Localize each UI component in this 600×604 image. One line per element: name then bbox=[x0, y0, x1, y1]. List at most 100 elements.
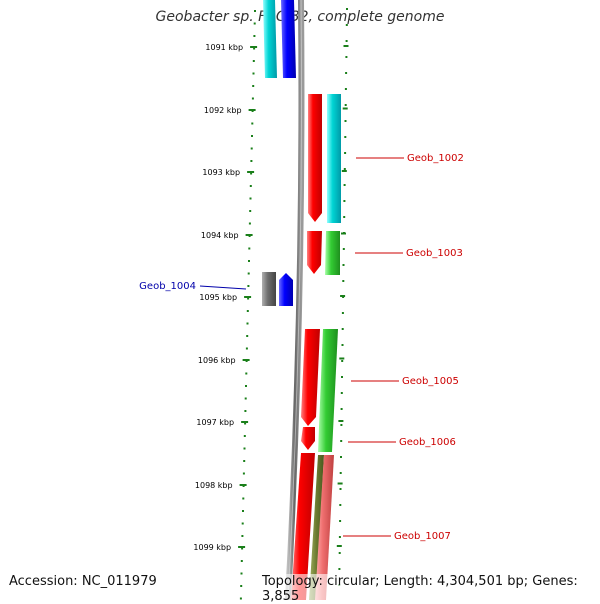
ruler-dot bbox=[241, 547, 244, 550]
gene-feature-green-1005[interactable] bbox=[318, 329, 338, 452]
gene-feature-red-1003[interactable] bbox=[307, 231, 322, 274]
gene-labels: Geob_1002 Geob_1003 Geob_1004 Geob_1005 Geob… bbox=[139, 153, 464, 542]
gene-feature-red-lower[interactable] bbox=[291, 453, 315, 600]
ruler-dot bbox=[345, 72, 348, 74]
ruler-dot bbox=[249, 210, 252, 212]
ruler-dot bbox=[247, 272, 250, 275]
ruler-dot bbox=[344, 120, 347, 122]
ruler-dot bbox=[341, 360, 344, 362]
ruler-dot bbox=[250, 172, 253, 175]
ruler-major-tick bbox=[336, 545, 342, 547]
ruler-dot bbox=[253, 22, 256, 25]
kbp-tick-label: 1097 kbp bbox=[196, 418, 234, 427]
ruler-dot bbox=[344, 104, 347, 106]
ruler-dot bbox=[250, 160, 253, 162]
ruler-dot bbox=[344, 152, 347, 154]
gene-feature-red-1006[interactable] bbox=[301, 427, 315, 450]
ruler-dot bbox=[240, 585, 243, 587]
ruler-dot bbox=[251, 97, 254, 100]
ruler-dot bbox=[247, 297, 250, 300]
ruler-dot bbox=[247, 285, 250, 287]
ruler-dot bbox=[341, 312, 344, 314]
ruler-dot bbox=[241, 535, 244, 537]
kbp-tick-label: 1093 kbp bbox=[202, 168, 240, 177]
ruler-dot bbox=[243, 435, 246, 437]
ruler-dot bbox=[340, 408, 343, 410]
ruler-dot bbox=[252, 72, 255, 75]
gene-label[interactable]: Geob_1005 bbox=[402, 376, 459, 387]
ruler-dot bbox=[340, 440, 343, 442]
ruler-dot bbox=[338, 552, 341, 554]
gene-feature-blue-top[interactable] bbox=[281, 0, 296, 78]
kbp-tick-mark bbox=[250, 46, 258, 48]
ruler-dot bbox=[244, 397, 247, 400]
ruler-dot bbox=[344, 88, 347, 90]
gene-label-leader bbox=[199, 285, 247, 290]
kbp-tick-mark bbox=[247, 171, 255, 173]
gene-feature-cyan-top[interactable] bbox=[263, 0, 277, 78]
kbp-tick-label: 1098 kbp bbox=[195, 481, 233, 490]
ruler-dot bbox=[342, 280, 345, 282]
ruler-dot bbox=[240, 572, 243, 575]
ruler-dot bbox=[240, 560, 243, 562]
ruler-dot bbox=[242, 510, 244, 512]
ruler-dot bbox=[346, 8, 348, 10]
inner-ruler bbox=[239, 10, 256, 600]
ruler-major-tick bbox=[342, 107, 348, 110]
kbp-tick-label: 1094 kbp bbox=[201, 231, 239, 240]
gene-feature-red-1002[interactable] bbox=[308, 94, 322, 222]
ruler-dot bbox=[341, 328, 344, 330]
gene-label[interactable]: Geob_1003 bbox=[406, 248, 463, 259]
gene-feature-olive-1007[interactable] bbox=[309, 455, 324, 600]
ruler-dot bbox=[343, 184, 346, 186]
ruler-dot bbox=[250, 147, 253, 150]
gene-label[interactable]: Geob_1007 bbox=[394, 531, 451, 542]
ruler-major-tick bbox=[337, 482, 343, 485]
ruler-dot bbox=[249, 185, 252, 187]
ruler-dot bbox=[244, 410, 247, 412]
ruler-major-tick bbox=[341, 170, 347, 172]
kbp-tick-label: 1099 kbp bbox=[193, 543, 231, 552]
ruler-dot bbox=[340, 456, 342, 458]
ruler-dot bbox=[246, 335, 249, 337]
kbp-tick-mark bbox=[244, 296, 252, 298]
kbp-tick-mark bbox=[238, 546, 246, 548]
ruler-dot bbox=[342, 264, 345, 266]
ruler-dot bbox=[342, 248, 345, 250]
gene-feature-green-1003[interactable] bbox=[325, 231, 340, 275]
ruler-dot bbox=[339, 504, 342, 506]
gene-label[interactable]: Geob_1004 bbox=[139, 281, 196, 292]
gene-feature-red-1005[interactable] bbox=[301, 329, 320, 426]
ruler-dot bbox=[239, 597, 242, 600]
gene-label[interactable]: Geob_1002 bbox=[407, 153, 464, 164]
ruler-dot bbox=[341, 376, 343, 378]
gene-label[interactable]: Geob_1006 bbox=[399, 437, 456, 448]
ruler-major-tick bbox=[343, 45, 349, 47]
gene-feature-blue-1004[interactable] bbox=[279, 273, 293, 306]
kbp-tick-mark bbox=[242, 359, 250, 361]
gene-feature-gray-1004[interactable] bbox=[262, 272, 276, 306]
ruler-dot bbox=[340, 392, 343, 394]
ruler-dot bbox=[249, 197, 252, 200]
ruler-dot bbox=[253, 47, 256, 50]
ruler-dot bbox=[341, 344, 344, 346]
kbp-ticks: 1091 kbp 1092 kbp 1093 kbp 1094 kbp 1095 kbp… bbox=[193, 43, 258, 552]
ruler-dot bbox=[345, 40, 348, 42]
ruler-dot bbox=[253, 35, 256, 37]
gene-feature-pink-1007[interactable] bbox=[315, 455, 334, 600]
kbp-tick-mark bbox=[248, 109, 256, 111]
ruler-dot bbox=[248, 260, 250, 262]
kbp-tick-label: 1092 kbp bbox=[204, 106, 242, 115]
ruler-dot bbox=[345, 24, 348, 26]
ruler-dot bbox=[340, 424, 343, 426]
ruler-dot bbox=[243, 447, 246, 450]
gene-feature-cyan-1002[interactable] bbox=[327, 94, 341, 223]
ruler-major-tick bbox=[339, 357, 345, 360]
kbp-tick-label: 1091 kbp bbox=[205, 43, 243, 52]
kbp-tick-label: 1096 kbp bbox=[198, 356, 236, 365]
ruler-dot bbox=[339, 472, 342, 474]
kbp-tick-mark bbox=[245, 234, 253, 236]
ruler-dot bbox=[244, 422, 247, 425]
ruler-dot bbox=[245, 372, 248, 375]
